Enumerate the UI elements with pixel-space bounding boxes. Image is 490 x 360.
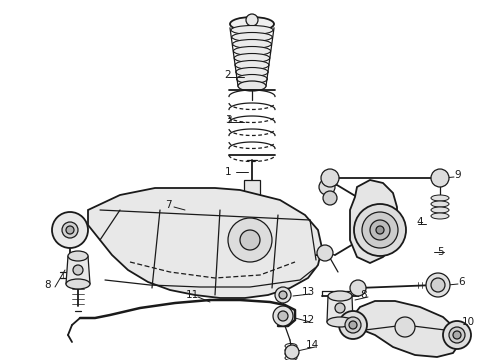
Ellipse shape [328, 291, 352, 301]
Circle shape [443, 321, 471, 349]
Text: 7: 7 [165, 200, 172, 210]
Circle shape [73, 265, 83, 275]
Ellipse shape [232, 32, 272, 41]
Circle shape [453, 331, 461, 339]
Circle shape [285, 345, 299, 359]
Text: 8: 8 [361, 290, 368, 300]
Text: 11: 11 [185, 290, 198, 300]
Circle shape [273, 306, 293, 326]
Circle shape [321, 169, 339, 187]
Circle shape [62, 222, 78, 238]
Ellipse shape [431, 201, 449, 207]
Circle shape [431, 278, 445, 292]
Circle shape [354, 204, 406, 256]
Circle shape [275, 287, 291, 303]
Ellipse shape [239, 213, 265, 223]
Text: 6: 6 [459, 277, 466, 287]
Circle shape [240, 230, 260, 250]
Text: 4: 4 [416, 217, 423, 227]
Text: 14: 14 [305, 340, 318, 350]
Ellipse shape [231, 26, 273, 35]
Text: 13: 13 [301, 287, 315, 297]
Ellipse shape [431, 213, 449, 219]
Polygon shape [244, 180, 260, 200]
Ellipse shape [431, 195, 449, 201]
Circle shape [395, 317, 415, 337]
Circle shape [345, 317, 361, 333]
Text: 10: 10 [462, 317, 474, 327]
Text: 5: 5 [437, 247, 443, 257]
Circle shape [317, 245, 333, 261]
Ellipse shape [238, 81, 266, 91]
Circle shape [335, 303, 345, 313]
Ellipse shape [234, 54, 270, 63]
Polygon shape [66, 256, 90, 284]
Text: 9: 9 [455, 170, 461, 180]
Ellipse shape [66, 279, 90, 289]
Polygon shape [88, 188, 322, 298]
Circle shape [449, 327, 465, 343]
Circle shape [339, 311, 367, 339]
Polygon shape [327, 296, 353, 322]
Ellipse shape [230, 17, 274, 31]
Text: 8: 8 [45, 280, 51, 290]
Text: 12: 12 [301, 315, 315, 325]
Circle shape [376, 226, 384, 234]
Circle shape [279, 291, 287, 299]
Circle shape [66, 226, 74, 234]
Ellipse shape [233, 40, 271, 49]
Ellipse shape [327, 317, 353, 327]
Ellipse shape [235, 60, 269, 69]
Circle shape [431, 169, 449, 187]
Circle shape [426, 273, 450, 297]
Polygon shape [239, 200, 265, 218]
Polygon shape [350, 301, 460, 357]
Text: 3: 3 [225, 115, 231, 125]
Circle shape [370, 220, 390, 240]
Polygon shape [350, 180, 397, 263]
Ellipse shape [431, 207, 449, 213]
Polygon shape [238, 218, 266, 230]
Circle shape [350, 280, 366, 296]
Circle shape [349, 321, 357, 329]
Ellipse shape [237, 75, 268, 84]
Ellipse shape [68, 251, 88, 261]
Circle shape [278, 311, 288, 321]
Circle shape [228, 218, 272, 262]
Text: 2: 2 [225, 70, 231, 80]
Circle shape [323, 191, 337, 205]
Circle shape [319, 179, 335, 195]
Circle shape [52, 212, 88, 248]
Ellipse shape [236, 68, 268, 77]
Circle shape [246, 14, 258, 26]
Ellipse shape [233, 46, 270, 55]
Text: 1: 1 [225, 167, 231, 177]
Circle shape [362, 212, 398, 248]
